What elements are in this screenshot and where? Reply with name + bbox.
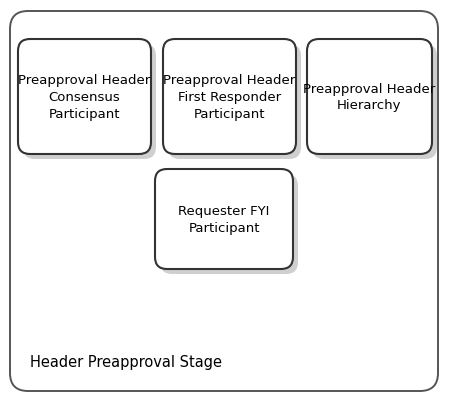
FancyBboxPatch shape <box>160 174 298 274</box>
Text: Preapproval Header
Hierarchy: Preapproval Header Hierarchy <box>303 82 436 112</box>
FancyBboxPatch shape <box>168 45 301 160</box>
FancyBboxPatch shape <box>155 170 293 269</box>
FancyBboxPatch shape <box>307 40 432 155</box>
FancyBboxPatch shape <box>23 45 156 160</box>
FancyBboxPatch shape <box>18 40 151 155</box>
Text: Preapproval Header
Consensus
Participant: Preapproval Header Consensus Participant <box>18 74 151 121</box>
FancyBboxPatch shape <box>312 45 437 160</box>
FancyBboxPatch shape <box>10 12 438 391</box>
Text: Requester FYI
Participant: Requester FYI Participant <box>178 205 270 235</box>
Text: Preapproval Header
First Responder
Participant: Preapproval Header First Responder Parti… <box>163 74 296 121</box>
FancyBboxPatch shape <box>163 40 296 155</box>
Text: Header Preapproval Stage: Header Preapproval Stage <box>30 354 222 369</box>
